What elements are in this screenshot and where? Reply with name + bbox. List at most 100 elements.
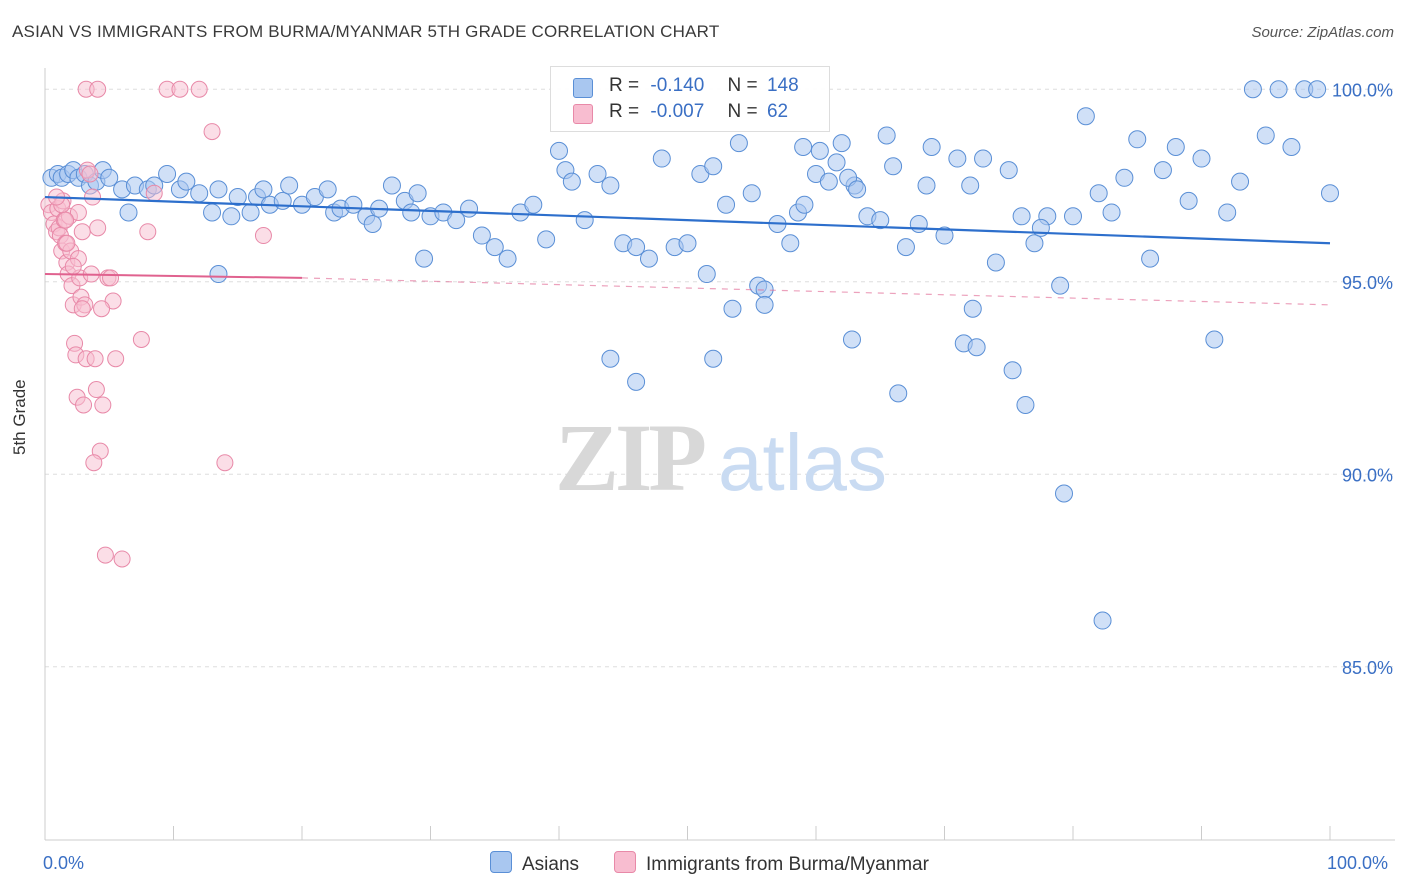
watermark: ZIP atlas [555,404,887,511]
source-label: Source: ZipAtlas.com [1251,24,1394,41]
asians-point [963,299,982,318]
axes [44,68,1395,841]
asians-point [254,180,273,199]
asians-point [209,180,228,199]
r-value: -0.007 [650,101,705,122]
asians-point [1308,80,1327,99]
asians-point [402,203,421,222]
r-label: R = [609,75,640,96]
asians-point [704,349,723,368]
burma-point [132,331,150,348]
asians-point [363,215,382,233]
asians-point [241,203,260,222]
asians-point [1243,80,1262,99]
x-tick-label-max: 100.0% [1327,853,1389,873]
asians-point [967,338,986,357]
asians-point [627,238,646,257]
burma-trend-line [44,273,303,279]
n-value: 148 [766,75,799,96]
asians-point [1051,276,1070,295]
asians-point [1269,80,1288,99]
burma-point [86,350,104,368]
burma-point [190,80,208,98]
asians-point [795,195,814,214]
asians-point [986,253,1005,272]
legend-item-asians: Asians [490,851,579,876]
asians-point [884,157,903,176]
asians-point [575,211,594,230]
asians-point [832,134,851,153]
asians-point [781,234,800,253]
burma-point [203,123,221,141]
series-burma [40,80,272,568]
asians-point [639,249,658,268]
asians-point [627,372,646,391]
asians-point [909,215,928,233]
asians-point [999,161,1018,180]
asians-point [889,384,908,403]
asians-point [723,299,742,318]
asians-trend-line [44,195,1331,245]
asians-point [678,234,697,253]
x-tick-label-min: 0.0% [43,853,85,873]
asians-point [917,176,936,195]
burma-point [102,269,120,287]
asians-point [203,203,222,222]
asians-point [1231,172,1250,191]
asians-point [755,295,774,314]
asians-point [1166,138,1185,156]
asians-point [562,172,581,191]
asians-point [652,149,671,168]
burma-point [64,257,82,275]
asians-point [1003,361,1022,380]
asians-point [948,149,967,168]
asians-point [896,238,915,257]
asians-point [1205,330,1224,349]
asians-point [588,164,607,183]
burma-point [89,80,107,98]
asians-point [460,199,479,218]
gridlines [45,88,1395,668]
burma-swatch [573,104,593,124]
asians-point [1192,149,1211,168]
burma-point [73,300,91,318]
burma-point [139,223,157,241]
asians-point [222,207,241,226]
y-tick-label: 95.0% [1342,273,1393,293]
burma-trend-extension [301,277,1331,306]
trend-lines [44,195,1331,306]
asians-point [717,195,736,214]
asians-point [472,226,491,245]
burma-point [107,350,125,368]
watermark-atlas: atlas [718,418,887,507]
burma-point [87,381,105,399]
asians-point [318,180,337,199]
asians-point [550,141,568,160]
asians-point [1282,138,1301,156]
legend-item-burma: Immigrants from Burma/Myanmar [614,851,929,876]
n-label: N = [727,75,758,96]
legend-swatch-asians [490,851,512,873]
asians-point [408,184,427,203]
asians-point [1218,203,1237,222]
asians-swatch [573,78,593,98]
asians-point [485,238,504,257]
asians-point [877,126,896,145]
asians-point [794,138,813,156]
asians-point [190,184,209,203]
burma-point [171,80,189,98]
r-value: -0.140 [650,75,705,96]
asians-point [842,330,861,349]
asians-point [158,164,177,183]
asians-point [1153,161,1172,180]
burma-point [73,223,91,241]
asians-point [537,230,556,249]
asians-point [382,176,401,195]
burma-point [216,454,234,472]
burma-point [96,546,114,564]
asians-point [1256,126,1275,145]
asians-point [922,138,941,156]
asians-point [601,349,620,368]
burma-point [69,203,87,221]
